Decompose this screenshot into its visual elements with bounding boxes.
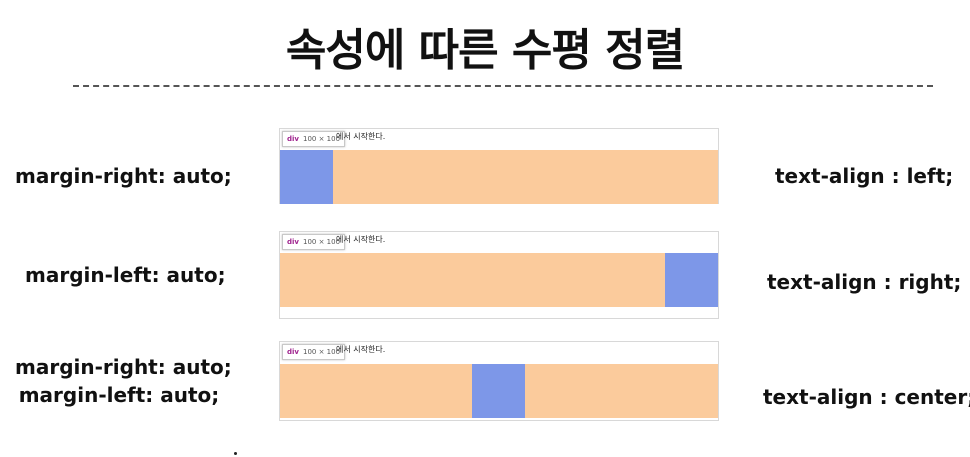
aligned-box-right <box>665 253 718 307</box>
element-tooltip: div 100 × 100 <box>282 131 346 147</box>
tooltip-tag: div <box>287 348 299 356</box>
text-align-right-label: text-align : right; <box>767 270 962 294</box>
margin-auto-both-label: margin-right: auto; margin-left: auto; <box>15 353 232 409</box>
container-bar <box>280 253 718 307</box>
tooltip-dimensions: 100 × 100 <box>302 238 341 246</box>
demo-panel-right: div 100 × 100 에서 시작한다. <box>279 231 719 319</box>
aligned-box-center <box>472 364 525 418</box>
tooltip-tag: div <box>287 238 299 246</box>
panel-caption: 에서 시작한다. <box>336 345 386 354</box>
element-tooltip: div 100 × 100 <box>282 234 346 250</box>
margin-right-line: margin-right: auto; <box>15 355 232 379</box>
container-bar <box>280 364 718 418</box>
stray-dot <box>234 452 237 455</box>
dashed-divider <box>73 85 933 87</box>
container-bar <box>280 150 718 204</box>
margin-left-label: margin-left: auto; <box>25 263 226 287</box>
tooltip-dimensions: 100 × 100 <box>302 135 341 143</box>
margin-right-label: margin-right: auto; <box>15 164 232 188</box>
panel-caption: 에서 시작한다. <box>336 235 386 244</box>
demo-panel-center: div 100 × 100 에서 시작한다. <box>279 341 719 421</box>
panel-caption: 에서 시작한다. <box>336 132 386 141</box>
element-tooltip: div 100 × 100 <box>282 344 346 360</box>
text-align-center-label: text-align : center; <box>763 385 970 409</box>
tooltip-tag: div <box>287 135 299 143</box>
tooltip-dimensions: 100 × 100 <box>302 348 341 356</box>
text-align-left-label: text-align : left; <box>775 164 954 188</box>
aligned-box-left <box>280 150 333 204</box>
demo-panel-left: div 100 × 100 에서 시작한다. <box>279 128 719 204</box>
margin-left-line: margin-left: auto; <box>18 383 220 407</box>
page-title: 속성에 따른 수평 정렬 <box>285 25 685 76</box>
